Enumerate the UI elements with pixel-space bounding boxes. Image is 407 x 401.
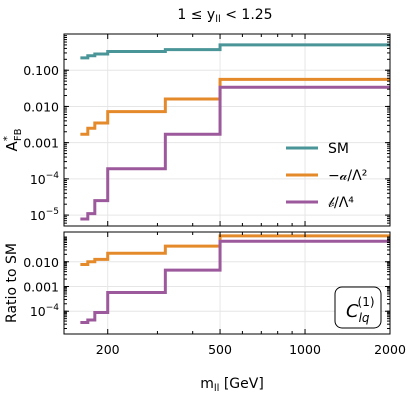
top-y-tick-label: 0.010 (23, 99, 59, 114)
legend-label-2: 𝒷/Λ⁴ (328, 195, 354, 211)
top-panel-frame (63, 33, 391, 227)
bottom-x-tick-label: 500 (208, 342, 232, 357)
bottom-y-axis-label: Ratio to SM (4, 243, 20, 323)
top-y-axis-label: A*FB (2, 128, 24, 151)
top-y-tick-label: 0.100 (23, 63, 59, 78)
top-y-tick-label: 0.001 (23, 136, 59, 151)
chart-title: 1 ≤ yll < 1.25 (177, 7, 272, 25)
legend: SM −𝒶/Λ² 𝒷/Λ⁴ (286, 141, 367, 211)
top-series-line-0 (80, 43, 390, 60)
legend-label-1: −𝒶/Λ² (328, 168, 367, 184)
bottom-x-tick-label: 200 (96, 342, 120, 357)
x-axis-label: mll [GeV] (200, 376, 264, 394)
top-y-tick-label: 10−4 (30, 171, 59, 187)
bottom-series-line-1 (80, 239, 390, 324)
top-panel: 10−5 10−4 0.001 0.010 0.100 SM −𝒶/Λ² 𝒷/Λ⁴ (23, 33, 391, 227)
legend-label-0: SM (328, 141, 349, 157)
annotation-box (334, 286, 382, 329)
bottom-y-tick-label: 0.001 (23, 280, 59, 295)
bottom-y-tick-label: 10−4 (30, 303, 59, 319)
bottom-x-tick-label: 1000 (289, 342, 321, 357)
top-series-line-2 (80, 85, 390, 221)
top-y-tick-label: 10−5 (30, 207, 59, 223)
bottom-y-tick-label: 0.010 (23, 255, 59, 270)
bottom-x-tick-label: 2000 (374, 342, 406, 357)
bottom-panel-frame (63, 231, 391, 335)
